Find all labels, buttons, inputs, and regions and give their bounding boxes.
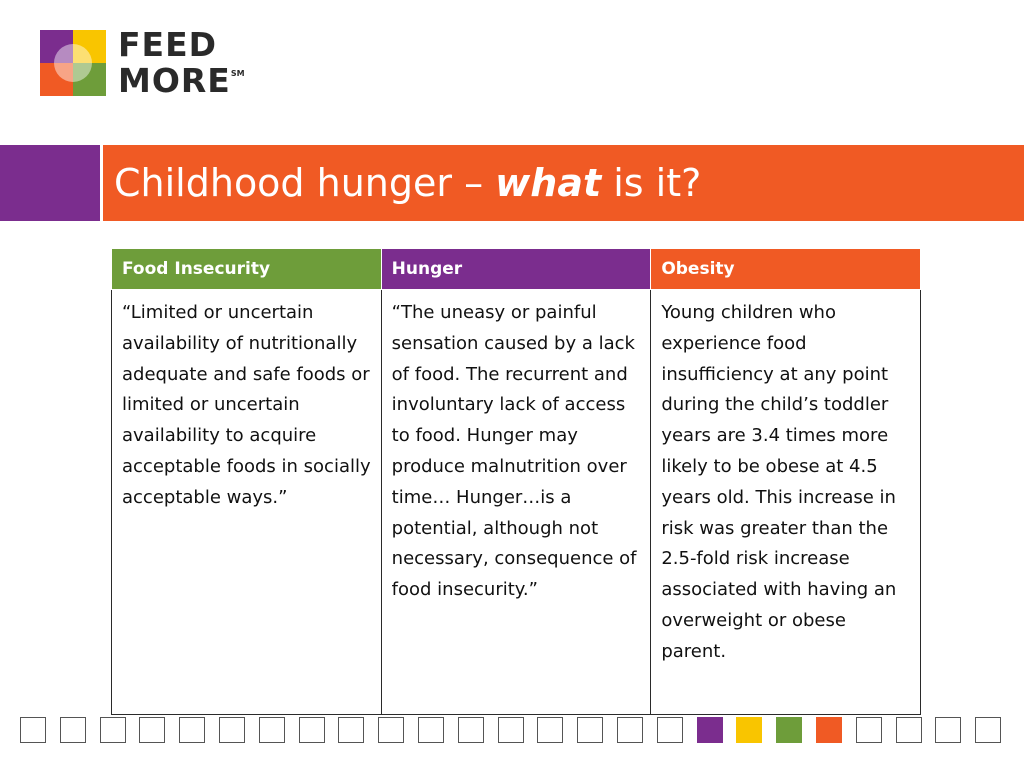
title-prefix: Childhood hunger – <box>114 161 496 205</box>
footer-square-filled <box>776 717 802 743</box>
title-suffix: is it? <box>601 161 702 205</box>
footer-square-filled <box>697 717 723 743</box>
title-band-purple-block <box>0 145 100 221</box>
footer-square-outline <box>299 717 325 743</box>
logo-service-mark: SM <box>230 69 245 78</box>
title-band: Childhood hunger – what is it? <box>0 145 1024 221</box>
logo-mark-icon <box>40 30 106 96</box>
footer-square-outline <box>418 717 444 743</box>
definitions-table: Food Insecurity Hunger Obesity “Limited … <box>111 248 921 715</box>
footer-square-outline <box>259 717 285 743</box>
footer-square-outline <box>935 717 961 743</box>
footer-square-outline <box>378 717 404 743</box>
table-row: “Limited or uncertain availability of nu… <box>111 289 921 715</box>
cell-hunger-definition: “The uneasy or painful sensation caused … <box>380 289 652 715</box>
footer-square-outline <box>100 717 126 743</box>
logo-circle <box>54 44 92 82</box>
footer-square-outline <box>458 717 484 743</box>
footer-square-outline <box>60 717 86 743</box>
cell-food-insecurity-definition: “Limited or uncertain availability of nu… <box>111 289 382 715</box>
footer-square-outline <box>20 717 46 743</box>
footer-square-outline <box>896 717 922 743</box>
logo-line-2-text: MORE <box>118 61 231 100</box>
logo-line-2: MORESM <box>118 61 245 97</box>
logo-yellow-square <box>73 30 106 63</box>
header-food-insecurity: Food Insecurity <box>111 248 382 290</box>
header-hunger: Hunger <box>380 248 652 290</box>
footer-square-outline <box>139 717 165 743</box>
footer-square-outline <box>975 717 1001 743</box>
title-band-orange-bar <box>103 145 1024 221</box>
footer-square-filled <box>736 717 762 743</box>
footer-square-outline <box>219 717 245 743</box>
logo-purple-square <box>40 30 73 63</box>
footer-square-outline <box>577 717 603 743</box>
footer-square-outline <box>537 717 563 743</box>
footer-square-outline <box>856 717 882 743</box>
cell-obesity-description: Young children who experience food insuf… <box>650 289 921 715</box>
header-obesity: Obesity <box>650 248 921 290</box>
logo-line-1: FEED <box>118 25 218 64</box>
logo-wordmark: FEED MORESM <box>118 28 245 97</box>
footer-square-outline <box>179 717 205 743</box>
table-header-row: Food Insecurity Hunger Obesity <box>111 248 921 290</box>
title-emphasis: what <box>495 161 602 205</box>
footer-square-outline <box>657 717 683 743</box>
footer-square-outline <box>498 717 524 743</box>
feed-more-logo: FEED MORESM <box>40 28 250 100</box>
logo-orange-square <box>40 63 73 96</box>
slide-title: Childhood hunger – what is it? <box>114 161 701 205</box>
footer-square-strip <box>20 717 1004 745</box>
footer-square-outline <box>338 717 364 743</box>
footer-square-outline <box>617 717 643 743</box>
footer-square-filled <box>816 717 842 743</box>
logo-green-square <box>73 63 106 96</box>
